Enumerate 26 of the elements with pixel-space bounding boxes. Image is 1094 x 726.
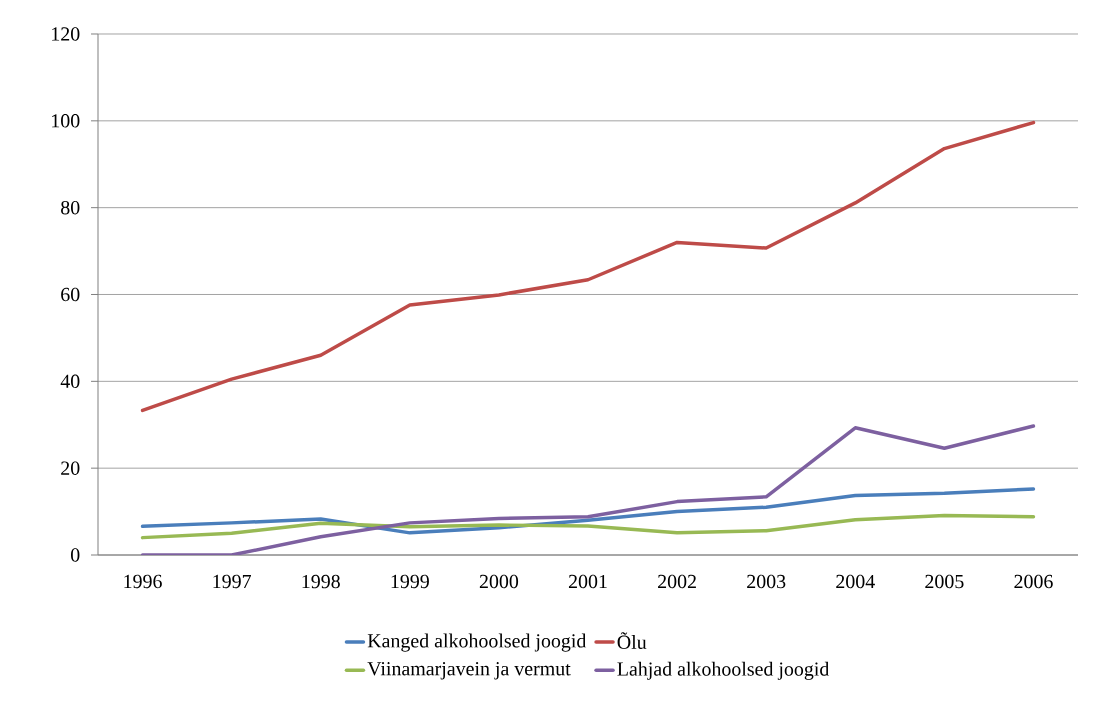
line-series <box>140 513 1036 540</box>
x-tick-label: 1999 <box>391 574 429 589</box>
legend-label: Kanged alkohoolsed joogid <box>367 633 587 652</box>
legend-label: Viinamarjavein ja vermut <box>367 662 571 680</box>
x-tick-label: 1998 <box>302 574 340 589</box>
line-series <box>140 487 1036 535</box>
y-tick-label: 0 <box>71 548 80 562</box>
x-tick-label: 2001 <box>568 574 607 589</box>
y-tick-label: 120 <box>52 27 80 41</box>
x-tick-label: 2002 <box>658 574 696 589</box>
x-tick-label: 1996 <box>124 574 162 589</box>
y-tick-label: 80 <box>61 200 80 215</box>
line-series <box>140 424 1036 555</box>
line-series <box>140 120 1036 413</box>
x-tick-label: 2003 <box>747 574 786 589</box>
y-tick-label: 40 <box>60 374 80 389</box>
y-tick-label: 60 <box>61 287 80 302</box>
legend-label: Õlu <box>617 632 647 649</box>
y-tick-label: 20 <box>61 461 80 475</box>
x-tick-label: 2004 <box>836 574 875 589</box>
y-tick-label: 100 <box>52 114 80 128</box>
x-tick-label: 1997 <box>213 574 251 589</box>
x-tick-label: 2000 <box>479 574 519 589</box>
legend-label: Lahjad alkohoolsed joogid <box>617 661 830 680</box>
x-tick-label: 2005 <box>925 574 964 589</box>
x-tick-label: 2006 <box>1014 574 1053 589</box>
